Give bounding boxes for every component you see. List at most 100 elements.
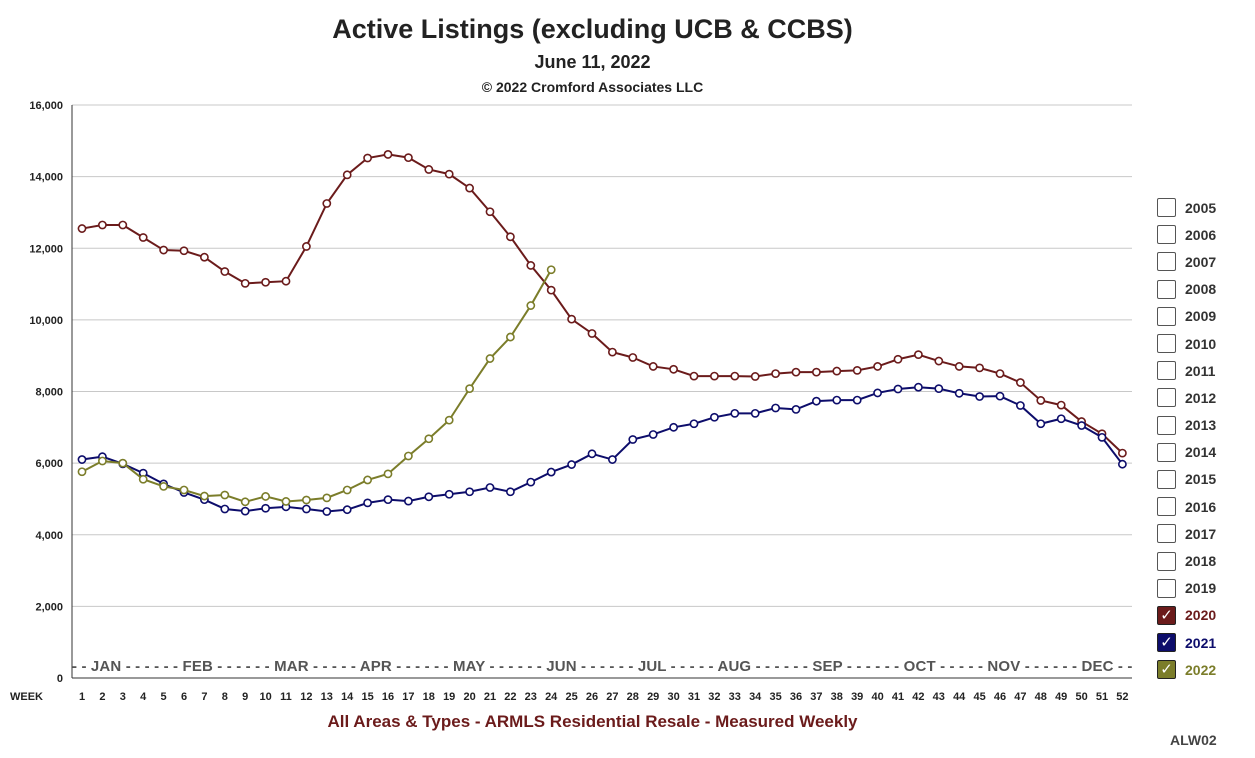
- data-point-2020: [587, 329, 597, 338]
- checkbox-icon[interactable]: [1157, 524, 1176, 544]
- data-point-2022: [424, 434, 434, 444]
- legend-item-2012[interactable]: 2012: [1157, 384, 1216, 411]
- data-point-2021: [669, 422, 678, 432]
- legend-item-2019[interactable]: 2019: [1157, 575, 1216, 602]
- legend-item-2021[interactable]: ✓ 2021: [1157, 629, 1216, 656]
- legend-label: 2009: [1185, 308, 1217, 325]
- series-layer: [77, 150, 1127, 516]
- legend-item-2020[interactable]: ✓ 2020: [1157, 602, 1216, 629]
- data-point-2022: [240, 497, 250, 507]
- data-point-2020: [893, 354, 903, 364]
- legend-item-2013[interactable]: 2013: [1157, 412, 1216, 439]
- x-tick-label: 48: [1035, 691, 1047, 703]
- data-point-2020: [261, 277, 270, 287]
- data-point-2020: [628, 353, 638, 362]
- data-point-2021: [750, 408, 760, 418]
- data-point-2021: [424, 492, 434, 502]
- data-point-2020: [669, 364, 678, 374]
- legend-item-2014[interactable]: 2014: [1157, 439, 1216, 466]
- checkbox-icon[interactable]: [1157, 361, 1176, 381]
- legend-label: 2021: [1185, 634, 1217, 651]
- x-tick-label: 47: [1014, 691, 1026, 703]
- series-line-2022: [81, 269, 553, 503]
- legend-label: 2017: [1185, 525, 1217, 542]
- x-tick-label: 22: [504, 691, 516, 703]
- checkbox-icon[interactable]: [1157, 225, 1176, 245]
- data-point-2022: [138, 474, 148, 484]
- legend-item-2009[interactable]: 2009: [1157, 303, 1216, 330]
- legend-label: 2006: [1185, 226, 1217, 243]
- checkbox-icon[interactable]: [1157, 252, 1176, 272]
- legend-item-2011[interactable]: 2011: [1157, 357, 1216, 384]
- legend-label: 2008: [1185, 281, 1217, 298]
- x-tick-label: 40: [871, 691, 883, 703]
- y-tick-label: 12,000: [29, 243, 63, 255]
- x-tick-label: 28: [627, 691, 639, 703]
- data-point-2022: [383, 469, 393, 479]
- checkbox-icon[interactable]: [1157, 415, 1176, 435]
- data-point-2021: [1056, 414, 1066, 424]
- data-point-2020: [934, 356, 944, 366]
- data-point-2020: [77, 224, 87, 233]
- legend-item-2005[interactable]: 2005: [1157, 194, 1216, 221]
- legend-item-2018[interactable]: 2018: [1157, 547, 1216, 574]
- legend-item-2016[interactable]: 2016: [1157, 493, 1216, 520]
- checkbox-icon[interactable]: [1157, 551, 1176, 571]
- x-tick-label: 23: [525, 691, 537, 703]
- x-tick-label: 12: [300, 691, 312, 703]
- legend-item-2007[interactable]: 2007: [1157, 248, 1216, 275]
- legend-item-2022[interactable]: ✓ 2022: [1157, 656, 1216, 683]
- legend-item-2015[interactable]: 2015: [1157, 466, 1216, 493]
- data-point-2021: [975, 392, 984, 401]
- legend-item-2010[interactable]: 2010: [1157, 330, 1216, 357]
- y-tick-label: 2,000: [35, 601, 63, 613]
- data-point-2021: [832, 395, 842, 405]
- checkbox-icon[interactable]: [1157, 469, 1176, 489]
- data-point-2020: [118, 220, 128, 230]
- data-point-2022: [505, 332, 515, 342]
- x-tick-label: 27: [606, 691, 618, 703]
- legend-label: 2018: [1185, 553, 1217, 570]
- y-tick-label: 14,000: [29, 172, 63, 184]
- series-line-2020: [81, 153, 1124, 454]
- checkbox-icon[interactable]: [1157, 442, 1176, 462]
- data-point-2020: [1016, 378, 1025, 387]
- data-point-2020: [791, 367, 801, 377]
- x-tick-label: 37: [810, 691, 822, 703]
- x-axis-label: WEEK: [10, 691, 43, 703]
- chart-title: Active Listings (excluding UCB & CCBS): [332, 14, 853, 44]
- data-point-2021: [852, 395, 862, 405]
- data-point-2022: [179, 485, 189, 495]
- checkbox-icon[interactable]: [1157, 306, 1176, 326]
- legend-item-2017[interactable]: 2017: [1157, 520, 1216, 547]
- data-point-2020: [873, 362, 882, 371]
- checkbox-checked-icon[interactable]: ✓: [1157, 660, 1176, 680]
- data-point-2020: [648, 362, 658, 371]
- x-tick-label: 16: [382, 691, 394, 703]
- x-tick-label: 30: [667, 691, 679, 703]
- data-point-2021: [771, 403, 780, 413]
- legend-item-2008[interactable]: 2008: [1157, 276, 1216, 303]
- data-point-2022: [526, 301, 536, 310]
- checkbox-icon[interactable]: [1157, 198, 1176, 218]
- legend-label: 2011: [1185, 362, 1216, 379]
- checkbox-icon[interactable]: [1157, 279, 1176, 299]
- data-point-2020: [424, 165, 434, 174]
- data-point-2020: [995, 369, 1005, 378]
- data-point-2021: [505, 487, 515, 497]
- data-point-2022: [118, 458, 128, 468]
- data-point-2021: [1016, 401, 1025, 410]
- legend-item-2006[interactable]: 2006: [1157, 221, 1216, 248]
- checkbox-icon[interactable]: [1157, 578, 1176, 598]
- data-point-2021: [403, 496, 413, 506]
- checkbox-checked-icon[interactable]: ✓: [1157, 605, 1176, 625]
- legend-label: 2007: [1185, 253, 1217, 270]
- checkbox-icon[interactable]: [1157, 388, 1176, 408]
- data-point-2021: [648, 430, 658, 439]
- checkbox-icon[interactable]: [1157, 334, 1176, 354]
- data-point-2020: [301, 242, 311, 251]
- checkbox-icon[interactable]: [1157, 497, 1176, 517]
- checkbox-checked-icon[interactable]: ✓: [1157, 633, 1176, 653]
- x-tick-label: 38: [831, 691, 843, 703]
- x-tick-label: 5: [161, 691, 167, 703]
